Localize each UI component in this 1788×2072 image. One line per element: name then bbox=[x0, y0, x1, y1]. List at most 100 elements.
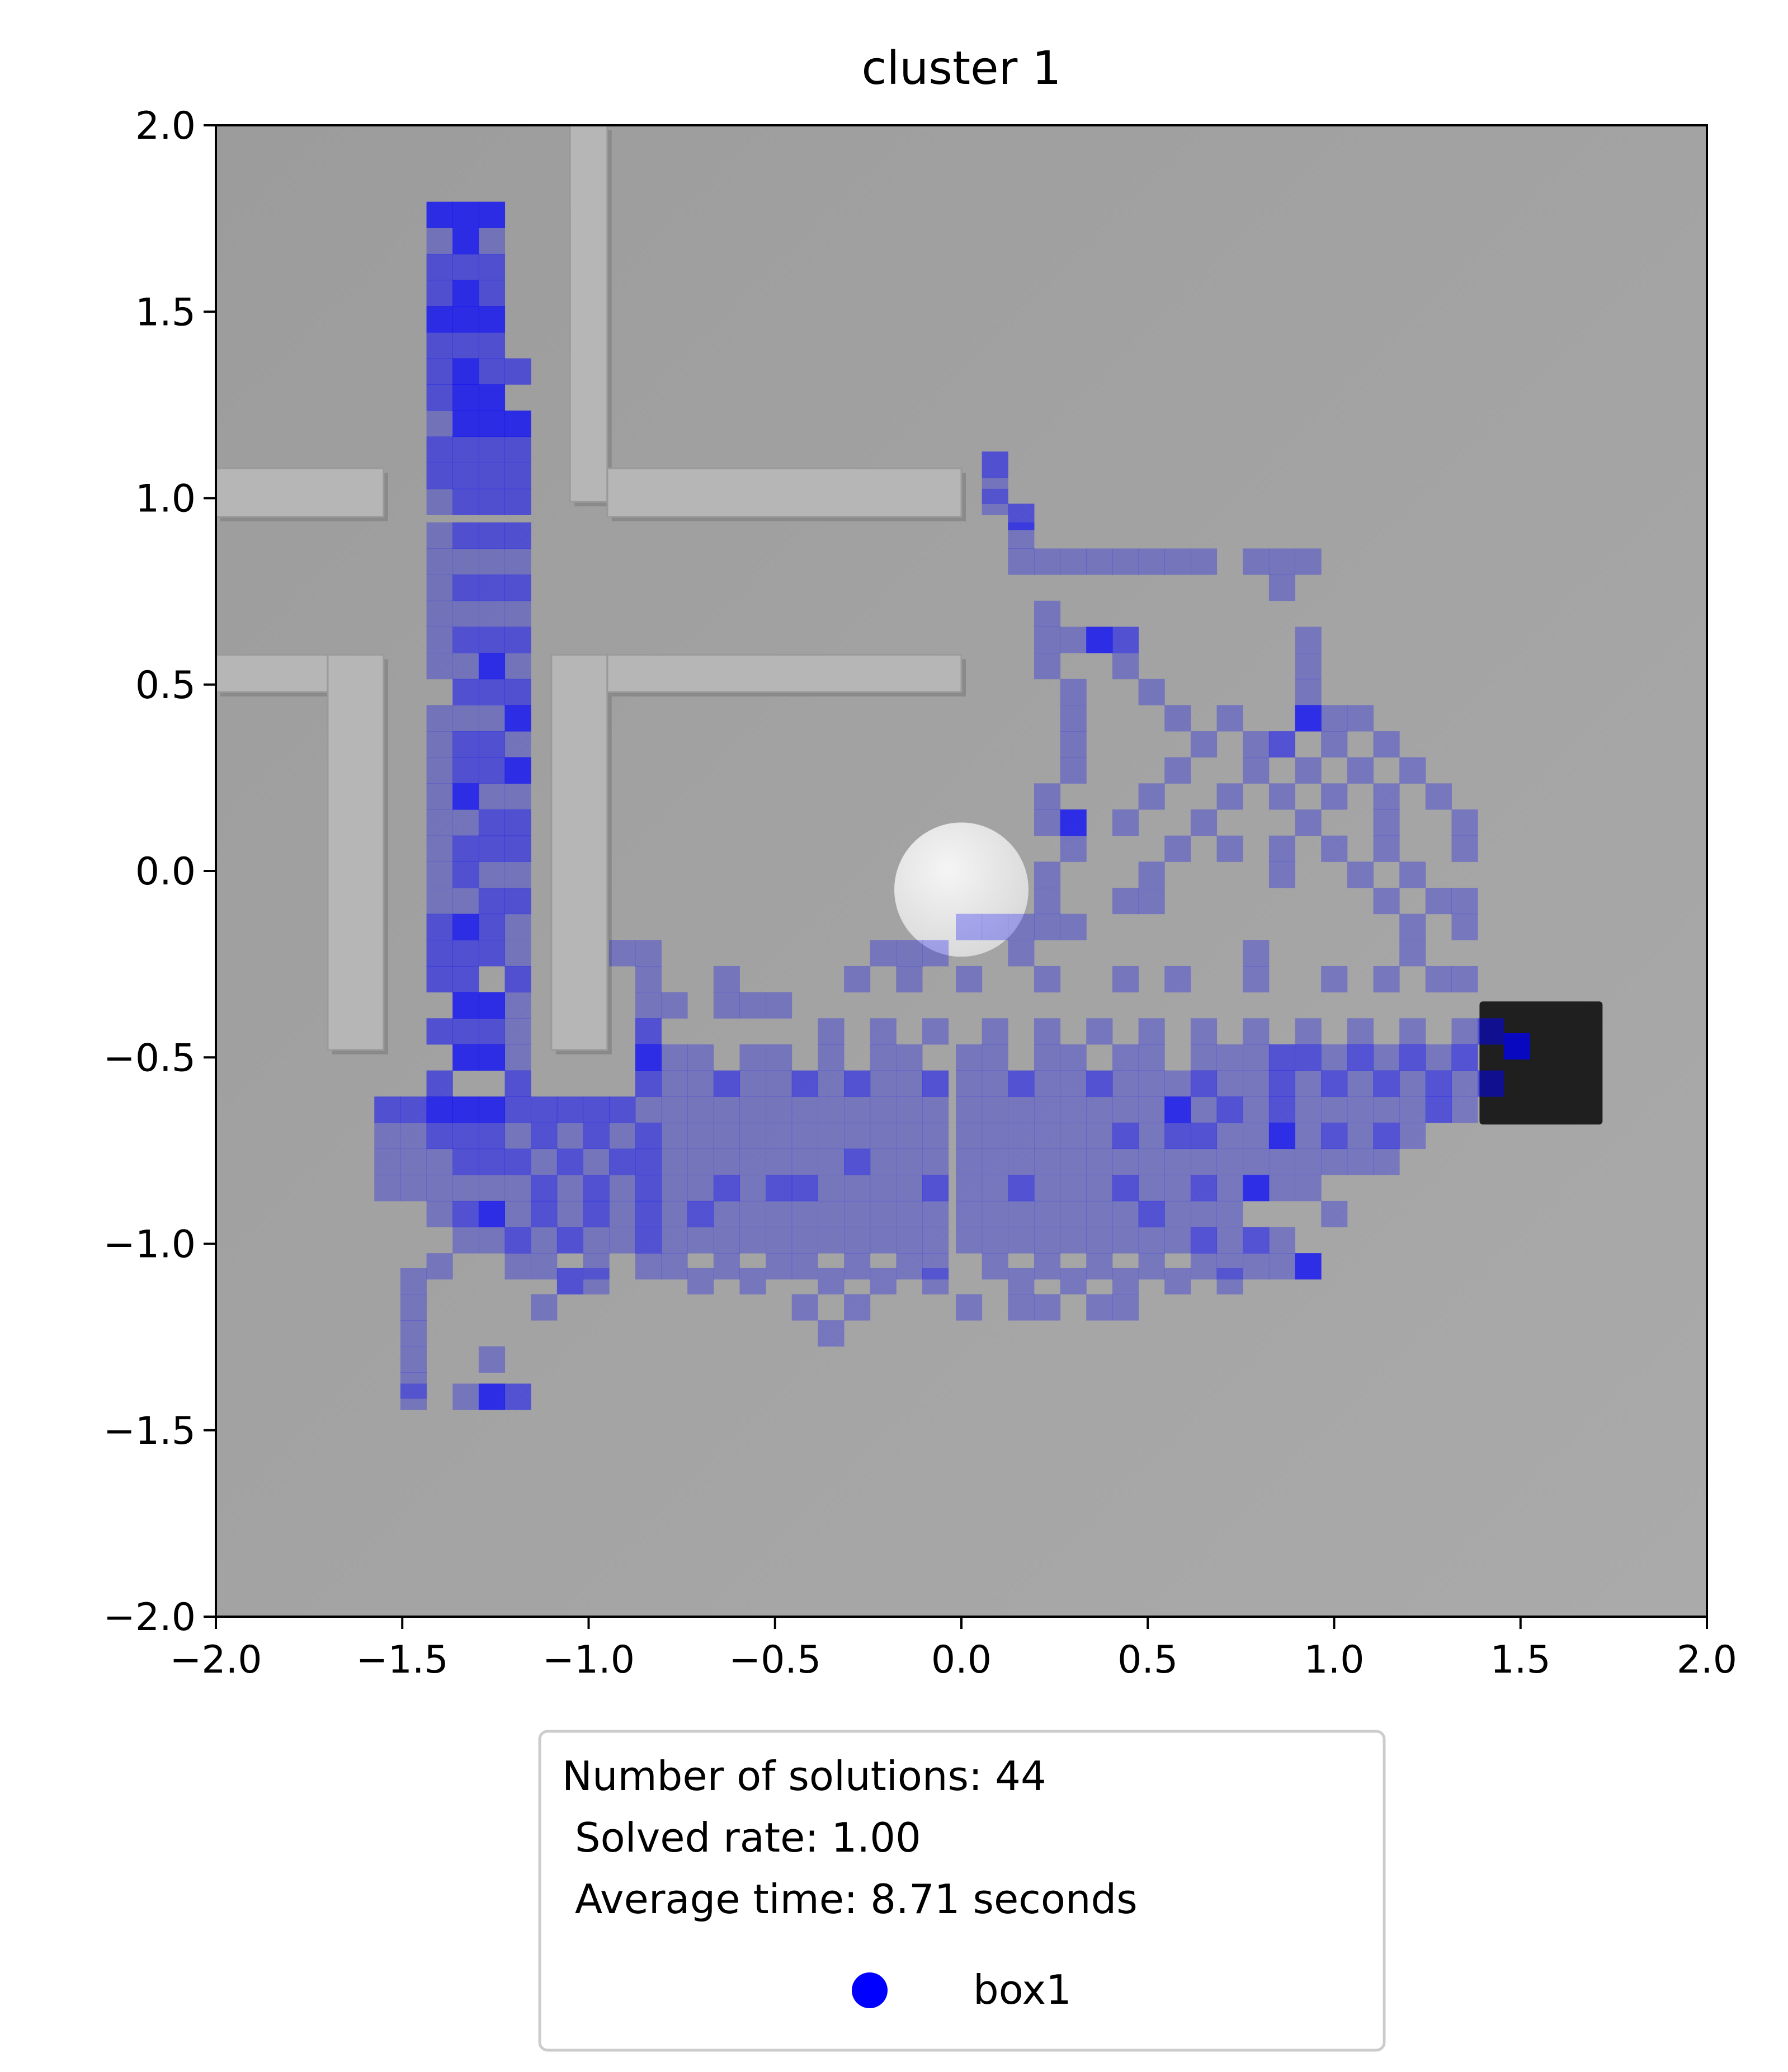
cell-low-300 bbox=[1112, 1096, 1139, 1123]
cell-low-392 bbox=[1034, 548, 1061, 575]
cell-low-186 bbox=[844, 1253, 871, 1280]
cell-low-165 bbox=[922, 1227, 949, 1254]
cell-low-166 bbox=[956, 1227, 983, 1254]
cell-low-139 bbox=[956, 1200, 983, 1228]
cell-low-296 bbox=[1008, 1096, 1035, 1123]
cell-mid-99 bbox=[1086, 1070, 1113, 1097]
cell-low-306 bbox=[1347, 1096, 1374, 1123]
cell-low-364 bbox=[1425, 783, 1452, 810]
cell-mid-123 bbox=[791, 1175, 818, 1202]
cell-mid-0 bbox=[426, 253, 453, 281]
cell-low-288 bbox=[791, 1096, 818, 1123]
x-tick-label-2: −1.0 bbox=[542, 1638, 635, 1682]
cell-low-126 bbox=[504, 1200, 531, 1228]
cell-low-382 bbox=[1138, 679, 1165, 705]
cell-low-39 bbox=[504, 1044, 531, 1071]
cell-mid-61 bbox=[400, 1096, 427, 1123]
y-tick-label-5: −0.5 bbox=[103, 1036, 196, 1080]
cell-mid-27 bbox=[478, 574, 506, 601]
cell-low-325 bbox=[1008, 940, 1035, 967]
cell-low-251 bbox=[982, 1044, 1008, 1071]
cell-low-61 bbox=[1086, 1122, 1113, 1150]
cell-low-114 bbox=[896, 1175, 923, 1202]
cell-low-264 bbox=[739, 1070, 766, 1097]
cell-low-276 bbox=[1216, 1070, 1243, 1097]
cell-low-68 bbox=[374, 1148, 401, 1175]
cell-high-16 bbox=[504, 757, 531, 784]
cell-low-405 bbox=[982, 477, 1008, 504]
cell-low-291 bbox=[870, 1096, 897, 1123]
cell-high-14 bbox=[478, 653, 506, 680]
cell-low-140 bbox=[982, 1200, 1008, 1228]
cell-mid-22 bbox=[504, 488, 531, 515]
cell-low-36 bbox=[504, 940, 531, 967]
cell-low-350 bbox=[1373, 835, 1400, 862]
cell-low-246 bbox=[766, 1044, 792, 1071]
cell-low-388 bbox=[1060, 627, 1087, 653]
cell-low-121 bbox=[1164, 1175, 1191, 1202]
cell-low-374 bbox=[1321, 731, 1348, 758]
cell-low-310 bbox=[635, 966, 662, 993]
cell-low-90 bbox=[1138, 1148, 1165, 1175]
cell-low-393 bbox=[1060, 548, 1087, 575]
cell-mid-82 bbox=[713, 1175, 740, 1202]
cell-mid-41 bbox=[452, 835, 479, 862]
cell-low-83 bbox=[956, 1148, 983, 1175]
cell-low-224 bbox=[400, 1383, 427, 1410]
cell-low-336 bbox=[1138, 887, 1165, 915]
cell-low-289 bbox=[818, 1096, 845, 1123]
cell-mid-113 bbox=[1190, 1122, 1218, 1150]
cell-low-168 bbox=[1008, 1227, 1035, 1254]
cell-low-375 bbox=[1373, 731, 1400, 758]
cell-mid-33 bbox=[478, 679, 506, 705]
cell-low-292 bbox=[896, 1096, 923, 1123]
cell-high-20 bbox=[478, 992, 506, 1019]
cell-low-398 bbox=[1190, 548, 1218, 575]
cell-low-60 bbox=[1060, 1122, 1087, 1150]
cell-mid-129 bbox=[556, 1268, 584, 1294]
cell-mid-93 bbox=[635, 1070, 662, 1097]
cell-low-161 bbox=[818, 1227, 845, 1254]
cell-low-322 bbox=[609, 940, 636, 967]
cell-low-377 bbox=[1164, 705, 1191, 732]
cell-low-217 bbox=[1112, 1294, 1139, 1321]
cell-low-347 bbox=[1216, 835, 1243, 862]
cell-low-343 bbox=[1347, 861, 1374, 888]
cell-mid-18 bbox=[478, 463, 506, 489]
cell-low-244 bbox=[687, 1044, 714, 1071]
cell-low-301 bbox=[1138, 1096, 1165, 1123]
cell-low-272 bbox=[1060, 1070, 1087, 1097]
cell-mid-50 bbox=[452, 940, 479, 967]
cell-low-101 bbox=[400, 1175, 427, 1202]
cell-low-184 bbox=[766, 1253, 792, 1280]
cell-mid-26 bbox=[452, 574, 479, 601]
x-tick-label-5: 0.5 bbox=[1117, 1638, 1178, 1682]
cell-mid-3 bbox=[426, 280, 453, 307]
box-layer bbox=[1479, 1001, 1603, 1125]
chart-title: cluster 1 bbox=[861, 42, 1061, 95]
legend-label-box1: box1 bbox=[973, 1966, 1072, 2013]
cell-low-95 bbox=[1268, 1148, 1296, 1175]
cell-low-138 bbox=[922, 1200, 949, 1228]
cell-low-366 bbox=[1164, 757, 1191, 784]
cell-low-200 bbox=[739, 1268, 766, 1294]
cell-mid-114 bbox=[1321, 1122, 1348, 1150]
cell-mid-80 bbox=[583, 1175, 610, 1202]
cell-high-3 bbox=[452, 228, 479, 255]
cell-low-159 bbox=[766, 1227, 792, 1254]
cell-low-354 bbox=[1190, 809, 1218, 836]
cell-low-267 bbox=[870, 1070, 897, 1097]
wall-0 bbox=[216, 467, 385, 518]
cell-low-372 bbox=[1190, 731, 1218, 758]
cell-low-128 bbox=[609, 1200, 636, 1228]
cell-low-67 bbox=[1399, 1122, 1426, 1150]
cell-low-213 bbox=[956, 1294, 983, 1321]
cell-mid-71 bbox=[583, 1122, 610, 1150]
cell-high-15 bbox=[504, 705, 531, 732]
cell-low-163 bbox=[870, 1227, 897, 1254]
cell-low-285 bbox=[713, 1096, 740, 1123]
cell-mid-7 bbox=[478, 332, 506, 359]
cell-high-6 bbox=[452, 306, 479, 333]
cell-low-99 bbox=[1373, 1148, 1400, 1175]
cell-low-332 bbox=[1399, 913, 1426, 940]
